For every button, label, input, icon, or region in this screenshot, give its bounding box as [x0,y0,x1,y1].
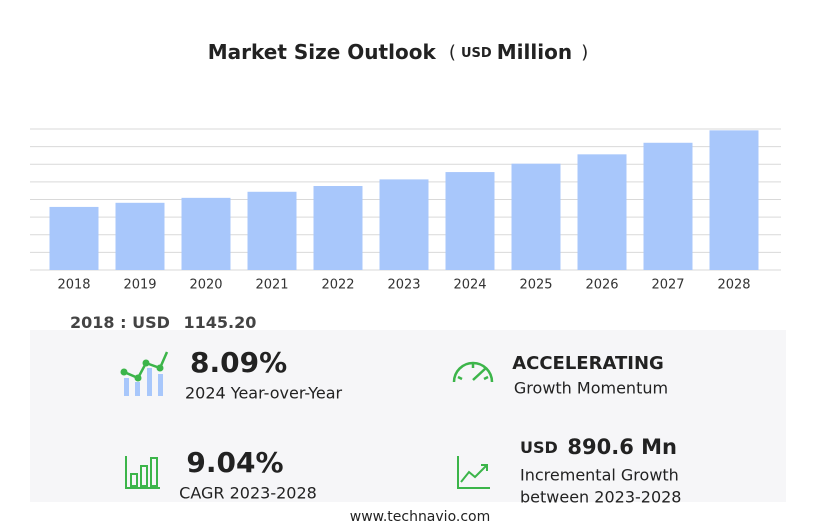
chart-title-group: Market Size Outlook ( USD Million ) [208,40,588,64]
x-tick-label: 2026 [585,278,618,293]
kpi-prefix: USD [520,438,558,457]
chart-title: Market Size Outlook [208,40,437,64]
unit-currency: USD [461,46,492,61]
x-tick-label: 2028 [717,278,750,293]
bar [445,172,495,270]
kpi-label: CAGR 2023-2028 [179,484,317,503]
kpi-value-group: USD 890.6 Mn [520,435,677,459]
base-year: 2018 : USD 1145.20 [70,313,256,332]
bar [247,191,297,270]
kpi-value: 8.09% [190,346,287,379]
x-tick-label: 2019 [123,278,156,293]
x-tick-label: 2022 [321,278,354,293]
base-value: 1145.20 [183,313,256,332]
unit-paren: ) [581,42,588,63]
x-tick-label: 2021 [255,278,288,293]
x-tick-label: 2018 [57,278,90,293]
kpi-label: Growth Momentum [514,379,668,398]
plot: 2018 2019 2020 2021 2022 2023 2024 2025 2026 2027… [30,128,781,293]
kpi-label: 2024 Year-over-Year [185,384,343,403]
incremental-icon [457,456,490,489]
bar [115,202,165,270]
bar [643,142,693,270]
bar [709,130,759,270]
bar [313,186,363,270]
x-tick-label: 2023 [387,278,420,293]
x-tick-label: 2024 [453,278,486,293]
bar [49,206,99,270]
footer: www.technavio.com [350,509,491,525]
kpi-value: ACCELERATING [512,353,664,374]
unit-paren: ( [449,42,456,63]
bar [181,197,231,270]
base-label: 2018 : USD [70,313,170,332]
kpi-label: Incremental Growth [520,466,679,485]
momentum-icon [452,361,494,383]
x-tick-label: 2027 [651,278,684,293]
x-tick-label: 2025 [519,278,552,293]
bar [511,163,561,270]
bar [577,154,627,270]
kpi-value: 890.6 Mn [567,435,677,459]
unit-scale: Million [497,40,572,64]
yoy-icon [120,351,169,396]
kpi-label: between 2023-2028 [520,488,681,507]
bar [379,179,429,270]
cagr-icon [125,456,160,489]
kpi-value: 9.04% [186,446,283,479]
x-tick-label: 2020 [189,278,222,293]
